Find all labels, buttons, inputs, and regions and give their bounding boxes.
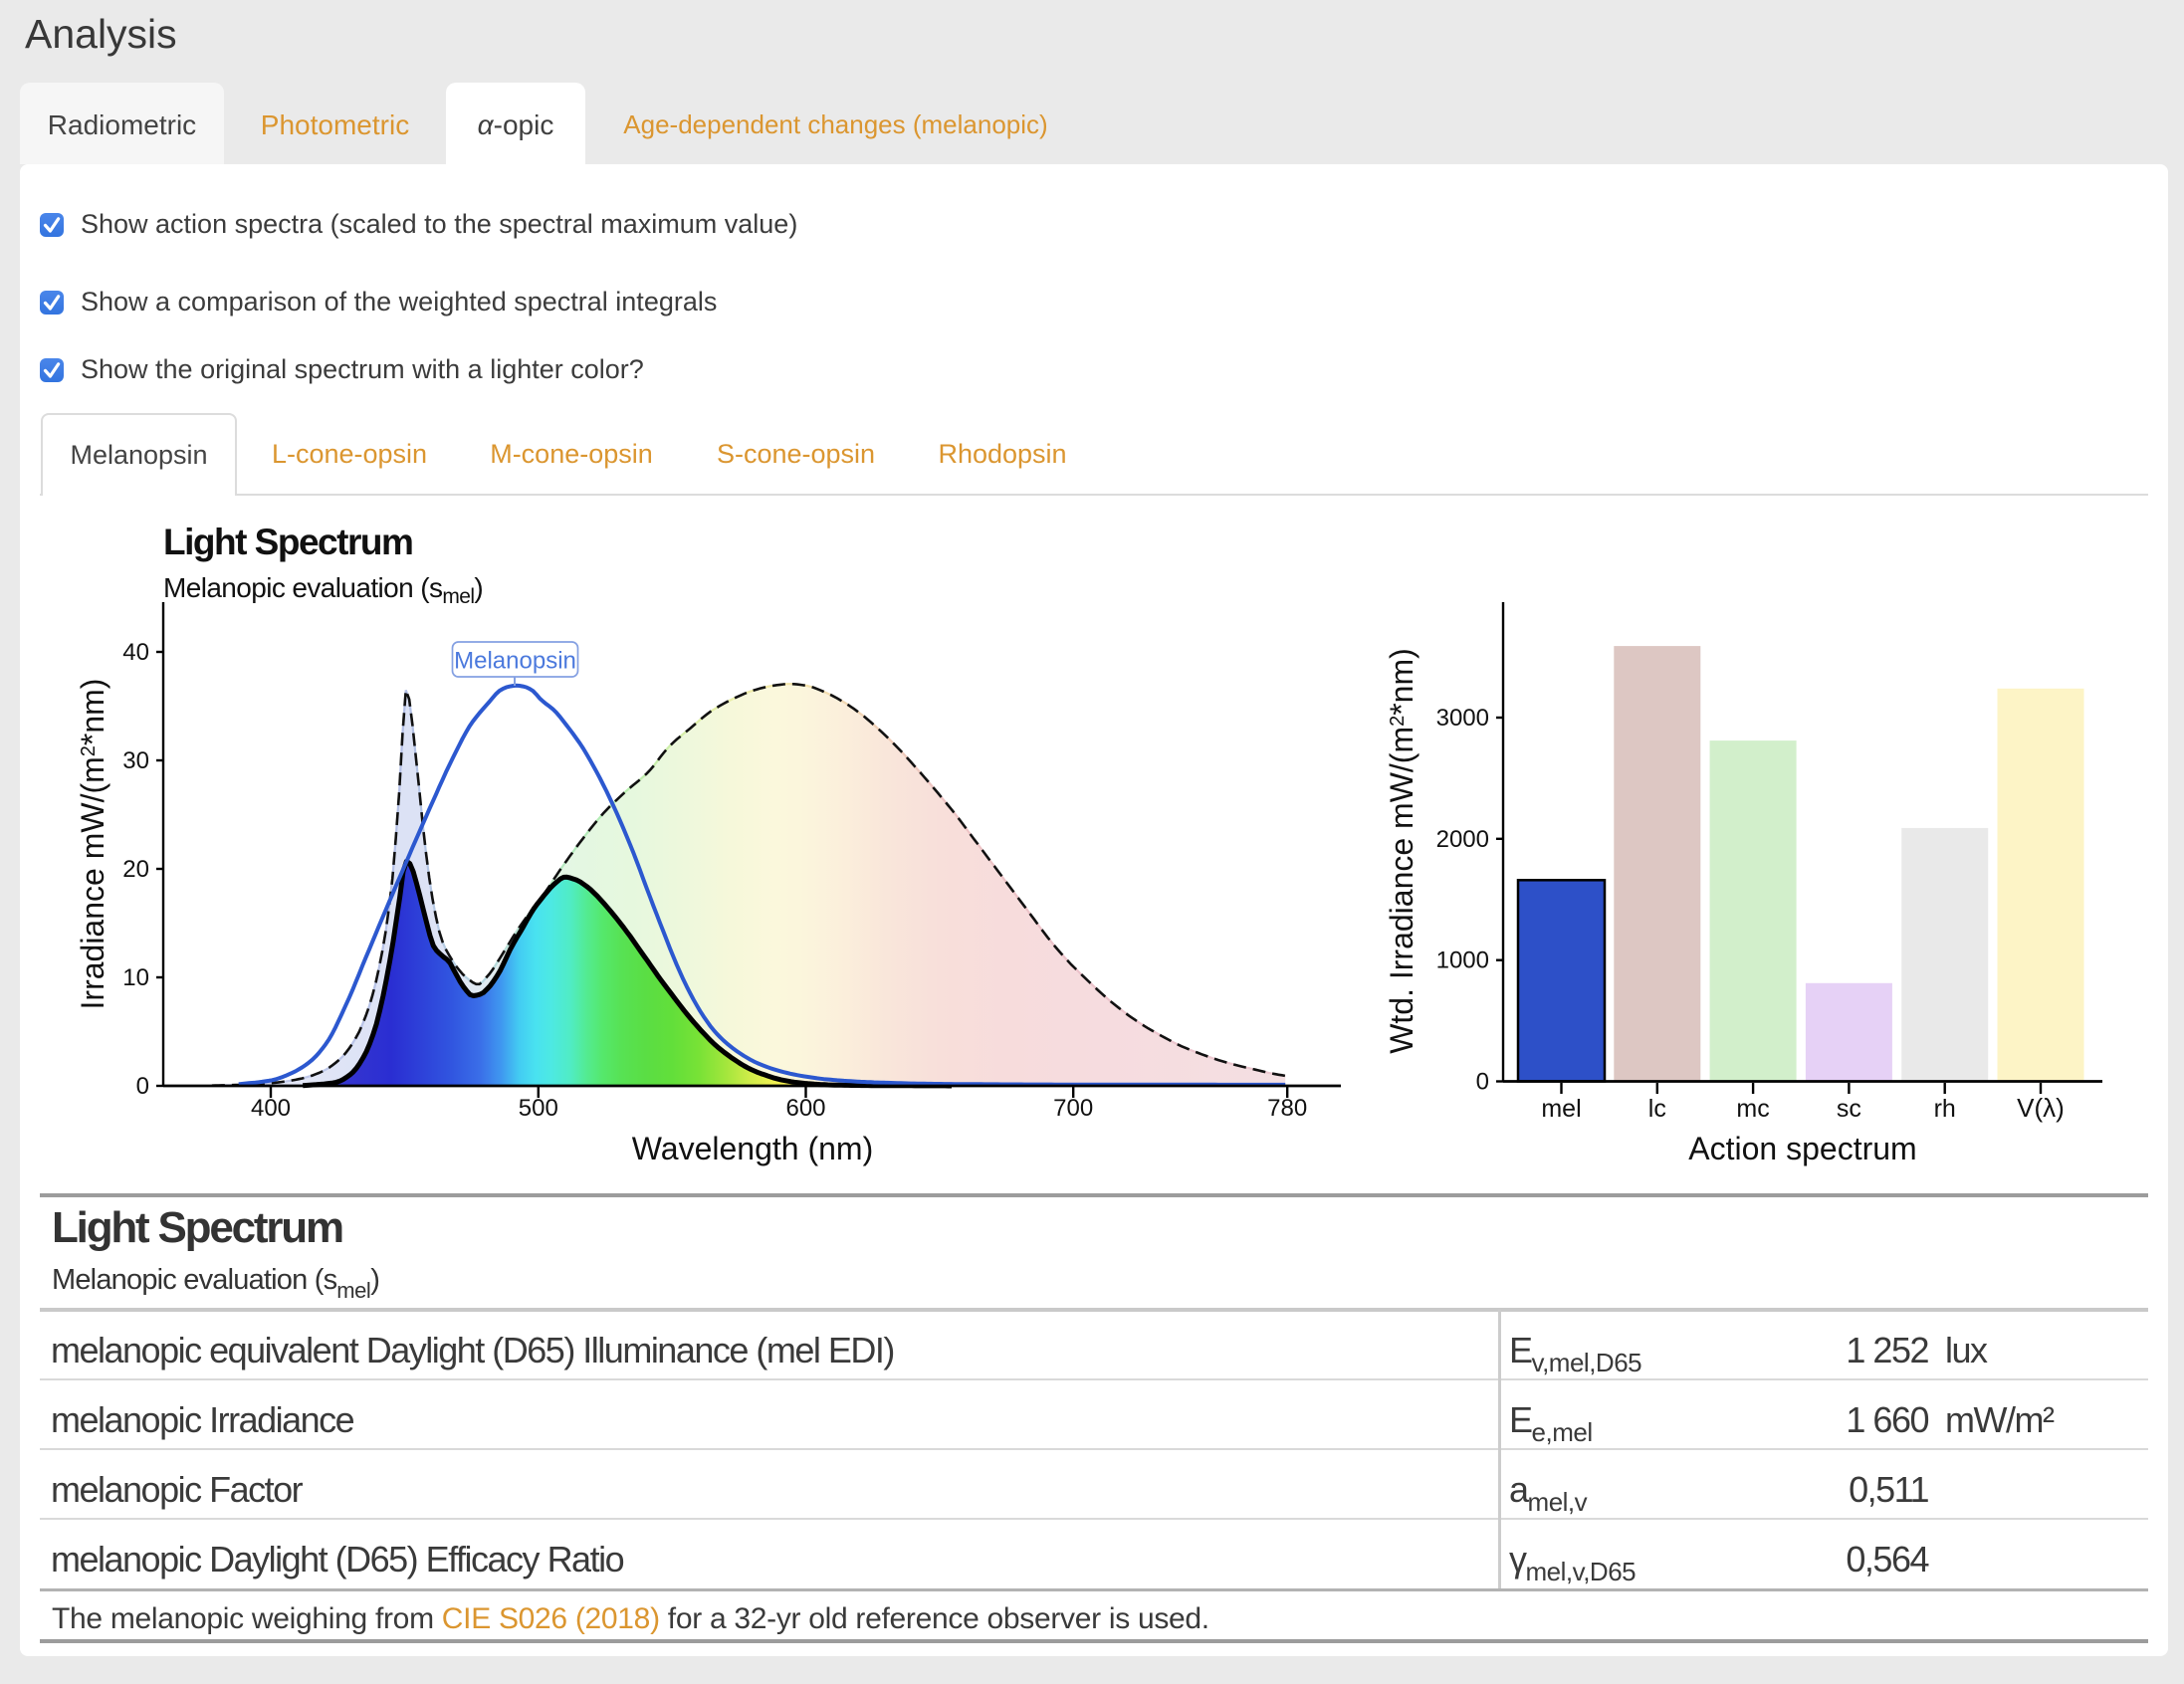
svg-text:700: 700 — [1053, 1095, 1093, 1122]
svg-text:Irradiance mW/(m2*nm): Irradiance mW/(m2*nm) — [75, 679, 110, 1010]
svg-text:1000: 1000 — [1436, 947, 1489, 974]
svg-text:Wavelength (nm): Wavelength (nm) — [632, 1131, 873, 1166]
svg-text:780: 780 — [1267, 1095, 1307, 1122]
svg-text:30: 30 — [122, 747, 149, 774]
svg-text:40: 40 — [122, 639, 149, 666]
svg-text:Melanopic evaluation (smel): Melanopic evaluation (smel) — [163, 572, 483, 608]
svg-text:mel: mel — [1541, 1095, 1581, 1123]
svg-text:500: 500 — [519, 1095, 558, 1122]
svg-text:Light Spectrum: Light Spectrum — [163, 522, 412, 562]
svg-text:20: 20 — [122, 856, 149, 883]
svg-text:400: 400 — [251, 1095, 291, 1122]
svg-text:Melanopsin: Melanopsin — [454, 648, 576, 675]
svg-text:10: 10 — [122, 964, 149, 991]
svg-text:0: 0 — [136, 1073, 149, 1100]
svg-text:Action spectrum: Action spectrum — [1688, 1131, 1916, 1166]
svg-text:600: 600 — [785, 1095, 825, 1122]
svg-text:mc: mc — [1736, 1095, 1769, 1123]
svg-text:3000: 3000 — [1436, 705, 1489, 732]
svg-text:2000: 2000 — [1436, 826, 1489, 853]
svg-text:lc: lc — [1648, 1095, 1666, 1123]
svg-text:sc: sc — [1837, 1095, 1861, 1123]
svg-text:V(λ): V(λ) — [2017, 1093, 2065, 1123]
svg-text:rh: rh — [1934, 1095, 1956, 1123]
svg-text:Wtd. Irradiance mW/(m2*nm): Wtd. Irradiance mW/(m2*nm) — [1384, 648, 1420, 1054]
svg-text:0: 0 — [1476, 1069, 1489, 1096]
